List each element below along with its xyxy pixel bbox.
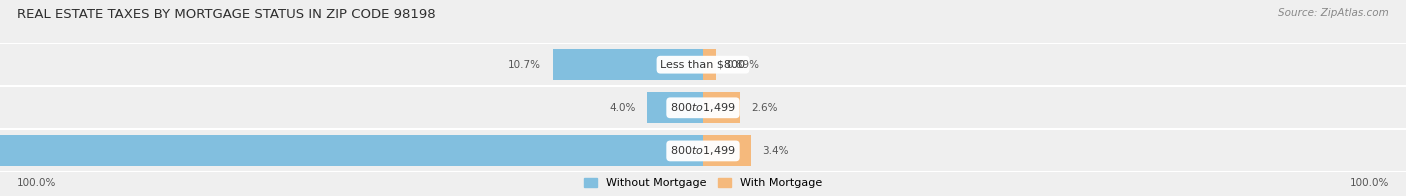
Bar: [703, 135, 751, 166]
Text: 100.0%: 100.0%: [17, 178, 56, 188]
Text: 4.0%: 4.0%: [609, 103, 636, 113]
Bar: [703, 92, 740, 123]
Text: 100.0%: 100.0%: [1350, 178, 1389, 188]
Text: Less than $800: Less than $800: [661, 60, 745, 70]
Text: 10.7%: 10.7%: [509, 60, 541, 70]
Text: 0.89%: 0.89%: [727, 60, 759, 70]
Text: Source: ZipAtlas.com: Source: ZipAtlas.com: [1278, 8, 1389, 18]
Text: 3.4%: 3.4%: [762, 146, 789, 156]
Bar: [647, 92, 703, 123]
Text: REAL ESTATE TAXES BY MORTGAGE STATUS IN ZIP CODE 98198: REAL ESTATE TAXES BY MORTGAGE STATUS IN …: [17, 8, 436, 21]
Text: 2.6%: 2.6%: [751, 103, 778, 113]
Text: $800 to $1,499: $800 to $1,499: [671, 101, 735, 114]
Bar: [703, 49, 716, 80]
Bar: [553, 49, 703, 80]
Text: $800 to $1,499: $800 to $1,499: [671, 144, 735, 157]
Legend: Without Mortgage, With Mortgage: Without Mortgage, With Mortgage: [583, 178, 823, 189]
Bar: [0, 135, 703, 166]
